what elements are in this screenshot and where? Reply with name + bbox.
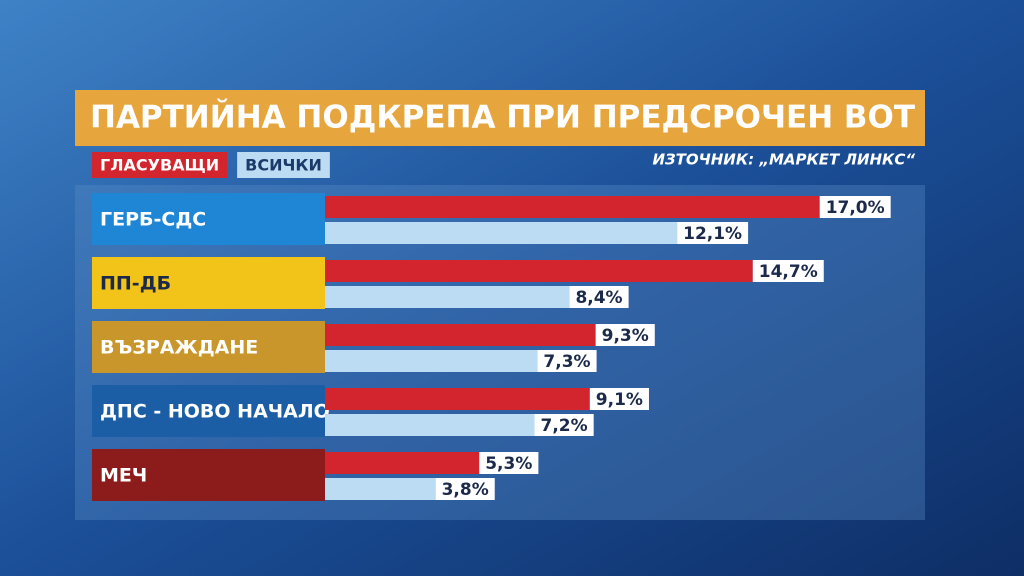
category-box bbox=[92, 321, 325, 373]
bar bbox=[325, 452, 480, 474]
value-label: 7,3% bbox=[543, 352, 590, 372]
title-bar bbox=[75, 90, 925, 146]
category-label: МЕЧ bbox=[100, 465, 147, 487]
legend-label: ГЛАСУВАЩИ bbox=[100, 156, 219, 175]
bar bbox=[325, 324, 596, 346]
legend-swatch bbox=[237, 152, 330, 178]
category-box bbox=[92, 257, 325, 309]
value-label-box bbox=[537, 350, 597, 372]
value-label: 7,2% bbox=[541, 416, 588, 436]
category-box bbox=[92, 385, 325, 437]
value-label: 17,0% bbox=[826, 198, 885, 218]
value-label-box bbox=[595, 324, 655, 346]
bar bbox=[325, 388, 590, 410]
value-label: 14,7% bbox=[759, 262, 818, 282]
category-box bbox=[92, 193, 325, 245]
bar bbox=[325, 350, 538, 372]
category-box bbox=[92, 449, 325, 501]
value-label-box bbox=[752, 260, 824, 282]
category-label: ВЪЗРАЖДАНЕ bbox=[100, 337, 258, 359]
value-label: 9,3% bbox=[602, 326, 649, 346]
bar bbox=[325, 286, 570, 308]
bar bbox=[325, 260, 753, 282]
value-label-box bbox=[435, 478, 495, 500]
value-label-box bbox=[569, 286, 629, 308]
legend-swatch bbox=[92, 152, 228, 178]
category-label: ПП-ДБ bbox=[100, 273, 171, 295]
value-label-box bbox=[589, 388, 649, 410]
legend-label: ВСИЧКИ bbox=[245, 156, 322, 175]
value-label-box bbox=[534, 414, 594, 436]
value-label: 3,8% bbox=[442, 480, 489, 500]
source: ИЗТОЧНИК: „МАРКЕТ ЛИНКС“ bbox=[652, 151, 915, 169]
category-label: ДПС - НОВО НАЧАЛО bbox=[100, 401, 330, 423]
chart-title: ПАРТИЙНА ПОДКРЕПА ПРИ ПРЕДСРОЧЕН ВОТ bbox=[90, 100, 915, 136]
value-label-box bbox=[819, 196, 891, 218]
value-label: 12,1% bbox=[683, 224, 742, 244]
bar bbox=[325, 478, 436, 500]
bar bbox=[325, 222, 678, 244]
value-label-box bbox=[479, 452, 539, 474]
category-label: ГЕРБ-СДС bbox=[100, 209, 206, 231]
value-label: 8,4% bbox=[575, 288, 622, 308]
bar bbox=[325, 196, 820, 218]
value-label: 5,3% bbox=[485, 454, 532, 474]
value-label-box bbox=[677, 222, 749, 244]
value-label: 9,1% bbox=[596, 390, 643, 410]
bar bbox=[325, 414, 535, 436]
